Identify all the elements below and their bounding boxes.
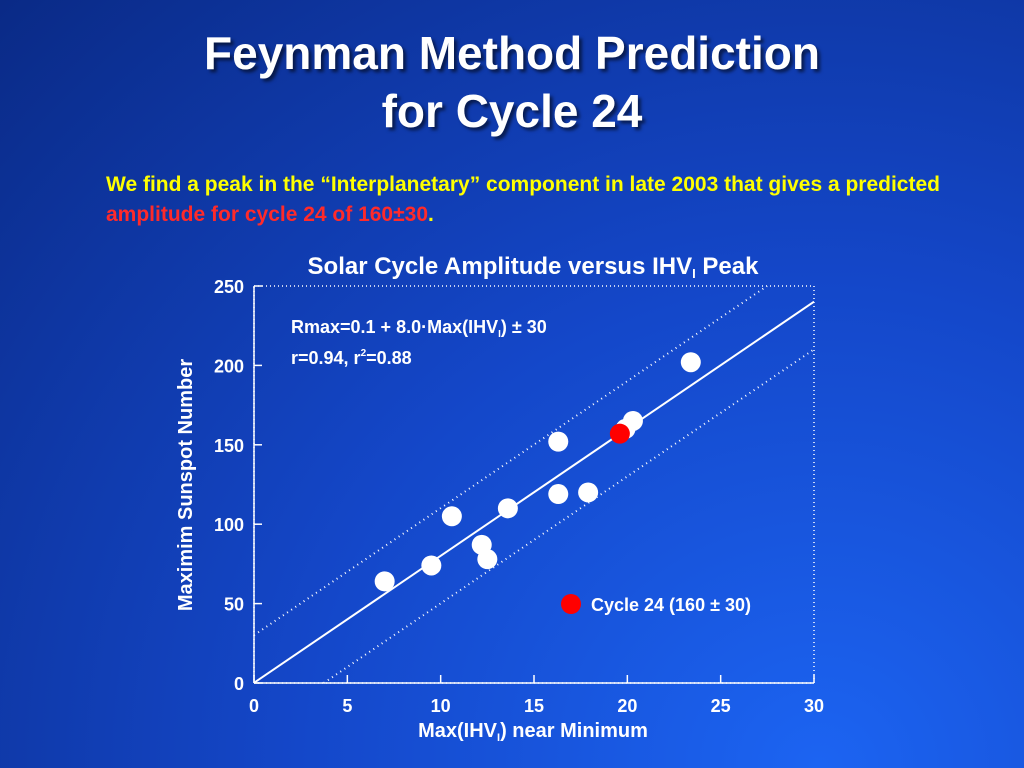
slide-title-line2: for Cycle 24 <box>381 85 643 137</box>
x-axis-label: Max(IHVI) near Minimum <box>418 720 648 744</box>
y-ticks: 0 50 100 150 200 250 <box>214 277 262 694</box>
data-point <box>680 352 701 373</box>
slide-title-line1: Feynman Method Prediction <box>204 27 820 79</box>
y-tick-label: 250 <box>214 277 244 297</box>
fit-line <box>253 300 815 684</box>
y-tick-label: 150 <box>214 436 244 456</box>
x-tick-label: 0 <box>249 696 259 716</box>
intro-highlight: amplitude for cycle 24 of 160±30 <box>106 203 428 226</box>
y-tick-label: 50 <box>224 595 244 615</box>
data-point <box>548 431 569 452</box>
x-tick-label: 20 <box>617 696 637 716</box>
chart-title: Solar Cycle Amplitude versus IHVI Peak <box>308 253 760 281</box>
x-tick-label: 15 <box>524 696 544 716</box>
fit-statistics-superscript: 2 <box>361 348 367 359</box>
data-point <box>548 484 569 505</box>
data-point <box>477 549 498 570</box>
slide-title: Feynman Method Prediction for Cycle 24 <box>0 24 1024 140</box>
fit-upper-band <box>253 285 768 637</box>
y-tick-label: 200 <box>214 356 244 376</box>
y-tick-label: 100 <box>214 515 244 535</box>
intro-paragraph: We find a peak in the “Interplanetary” c… <box>106 170 940 230</box>
fit-equation-subscript: I <box>498 329 501 340</box>
x-tick-label: 25 <box>711 696 731 716</box>
legend-marker <box>561 594 581 614</box>
fit-equation: Rmax=0.1 + 8.0·Max(IHVI) ± 30 <box>291 317 547 340</box>
x-axis-label-subscript: I <box>497 732 500 744</box>
fit-lower-band <box>323 348 815 684</box>
x-tick-label: 10 <box>431 696 451 716</box>
data-point <box>622 410 643 431</box>
data-point <box>421 555 442 576</box>
intro-text: We find a peak in the “Interplanetary” c… <box>106 173 940 196</box>
data-point <box>497 498 518 519</box>
y-axis-label: Maximim Sunspot Number <box>175 359 197 611</box>
y-tick-label: 0 <box>234 674 244 694</box>
chart-title-subscript: I <box>692 266 696 281</box>
x-ticks: 0 5 10 15 20 25 30 <box>249 675 824 716</box>
data-point <box>578 482 599 503</box>
data-points <box>374 352 701 592</box>
x-tick-label: 5 <box>342 696 352 716</box>
data-point <box>374 571 395 592</box>
data-point <box>441 506 462 527</box>
legend-label: Cycle 24 (160 ± 30) <box>591 595 751 615</box>
intro-text-end: . <box>428 203 434 226</box>
fit-statistics: r=0.94, r2=0.88 <box>291 348 412 368</box>
plot-area-frame <box>253 285 815 684</box>
x-tick-label: 30 <box>804 696 824 716</box>
cycle-24-prediction-point <box>609 423 630 444</box>
